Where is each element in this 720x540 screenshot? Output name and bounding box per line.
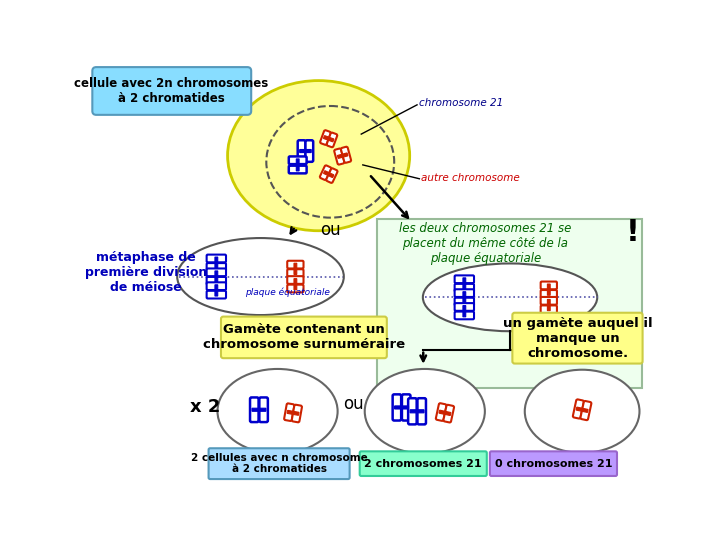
Text: 0 chromosomes 21: 0 chromosomes 21 (495, 458, 612, 469)
Ellipse shape (525, 370, 639, 453)
FancyBboxPatch shape (287, 269, 304, 277)
FancyBboxPatch shape (209, 448, 350, 479)
FancyBboxPatch shape (547, 284, 550, 295)
FancyBboxPatch shape (541, 297, 557, 305)
Text: autre chromosome: autre chromosome (421, 173, 520, 183)
FancyBboxPatch shape (444, 405, 454, 422)
FancyBboxPatch shape (289, 157, 307, 164)
Text: les deux chromosomes 21 se
placent du même côté de la
plaque équatoriale: les deux chromosomes 21 se placent du mê… (399, 222, 572, 265)
FancyBboxPatch shape (294, 263, 297, 274)
FancyBboxPatch shape (289, 166, 307, 173)
FancyBboxPatch shape (377, 219, 642, 388)
FancyBboxPatch shape (284, 403, 294, 421)
FancyBboxPatch shape (463, 292, 466, 303)
FancyBboxPatch shape (292, 404, 302, 422)
FancyBboxPatch shape (320, 165, 331, 180)
FancyBboxPatch shape (207, 254, 226, 262)
Text: un gamète auquel il
manque un
chromosome.: un gamète auquel il manque un chromosome… (503, 316, 652, 360)
Ellipse shape (217, 369, 338, 454)
FancyBboxPatch shape (360, 451, 487, 476)
FancyBboxPatch shape (341, 147, 351, 163)
FancyBboxPatch shape (580, 401, 591, 420)
Text: métaphase de
première division
de méiose: métaphase de première division de méiose (85, 251, 207, 294)
Text: ou: ou (343, 395, 364, 413)
Text: plaque équatoriale: plaque équatoriale (246, 287, 330, 296)
Ellipse shape (177, 238, 344, 315)
FancyBboxPatch shape (215, 285, 217, 296)
FancyBboxPatch shape (541, 290, 557, 298)
FancyBboxPatch shape (207, 277, 226, 285)
Ellipse shape (228, 80, 410, 231)
FancyBboxPatch shape (287, 261, 304, 268)
FancyBboxPatch shape (305, 140, 313, 162)
Text: Gamète contenant un
chromosome surnuméraire: Gamète contenant un chromosome surnuméra… (203, 323, 405, 352)
FancyBboxPatch shape (323, 171, 334, 178)
FancyBboxPatch shape (547, 299, 550, 310)
FancyBboxPatch shape (408, 398, 417, 424)
Ellipse shape (423, 264, 597, 331)
Text: cellule avec 2n chromosomes
à 2 chromatides: cellule avec 2n chromosomes à 2 chromati… (74, 77, 269, 105)
FancyBboxPatch shape (215, 257, 217, 268)
FancyBboxPatch shape (221, 316, 387, 358)
FancyBboxPatch shape (338, 153, 348, 158)
Text: x 2: x 2 (189, 399, 220, 416)
FancyBboxPatch shape (297, 159, 299, 171)
FancyBboxPatch shape (454, 303, 474, 311)
FancyBboxPatch shape (454, 284, 474, 292)
Text: ou: ou (320, 221, 341, 239)
Text: chromosome 21: chromosome 21 (418, 98, 503, 109)
FancyBboxPatch shape (541, 306, 557, 313)
Text: !: ! (626, 218, 639, 247)
FancyBboxPatch shape (463, 306, 466, 317)
FancyBboxPatch shape (207, 291, 226, 299)
FancyBboxPatch shape (294, 279, 297, 290)
FancyBboxPatch shape (418, 398, 426, 424)
FancyBboxPatch shape (92, 67, 251, 115)
Text: 2 cellules avec n chromosome
à 2 chromatides: 2 cellules avec n chromosome à 2 chromat… (191, 453, 367, 475)
FancyBboxPatch shape (287, 285, 304, 292)
FancyBboxPatch shape (323, 136, 334, 142)
FancyBboxPatch shape (287, 410, 299, 415)
FancyBboxPatch shape (410, 410, 424, 413)
FancyBboxPatch shape (320, 130, 330, 145)
FancyBboxPatch shape (454, 289, 474, 297)
FancyBboxPatch shape (395, 406, 408, 409)
FancyBboxPatch shape (439, 410, 451, 415)
FancyBboxPatch shape (573, 400, 584, 419)
FancyBboxPatch shape (463, 278, 466, 289)
FancyBboxPatch shape (287, 276, 304, 284)
FancyBboxPatch shape (490, 451, 617, 476)
FancyBboxPatch shape (215, 271, 217, 282)
FancyBboxPatch shape (454, 275, 474, 283)
Text: 2 chromosomes 21: 2 chromosomes 21 (364, 458, 482, 469)
FancyBboxPatch shape (252, 408, 266, 411)
FancyBboxPatch shape (454, 298, 474, 306)
FancyBboxPatch shape (327, 133, 337, 147)
FancyBboxPatch shape (454, 312, 474, 319)
FancyBboxPatch shape (207, 282, 226, 290)
FancyBboxPatch shape (334, 148, 344, 165)
FancyBboxPatch shape (436, 403, 446, 421)
FancyBboxPatch shape (250, 397, 258, 422)
FancyBboxPatch shape (402, 394, 410, 421)
FancyBboxPatch shape (326, 168, 338, 183)
FancyBboxPatch shape (513, 313, 642, 363)
FancyBboxPatch shape (576, 407, 588, 413)
FancyBboxPatch shape (297, 140, 305, 162)
Ellipse shape (365, 369, 485, 454)
FancyBboxPatch shape (392, 394, 401, 421)
FancyBboxPatch shape (207, 268, 226, 276)
FancyBboxPatch shape (207, 263, 226, 271)
FancyBboxPatch shape (259, 397, 268, 422)
FancyBboxPatch shape (300, 150, 311, 153)
FancyBboxPatch shape (541, 281, 557, 289)
